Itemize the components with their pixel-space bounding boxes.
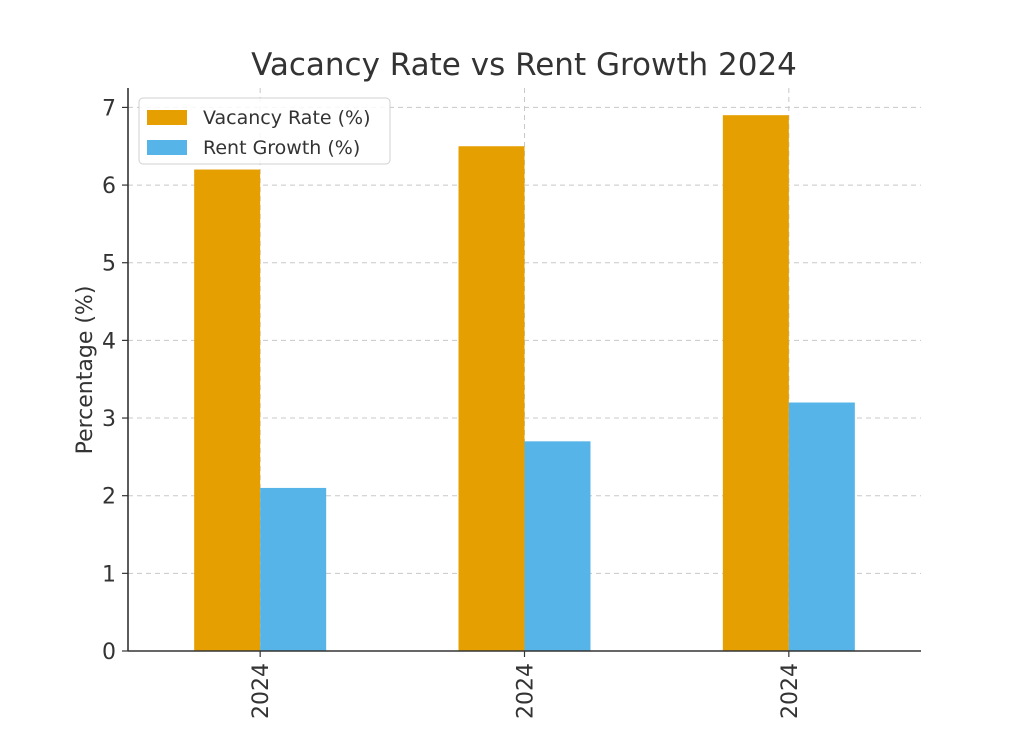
- chart-title: Vacancy Rate vs Rent Growth 2024: [251, 47, 797, 83]
- y-tick-label: 7: [102, 96, 116, 121]
- y-tick-label: 4: [102, 329, 116, 354]
- x-tick-label: 2024: [514, 663, 539, 719]
- y-tick-label: 1: [102, 562, 116, 587]
- y-tick-label: 5: [102, 252, 116, 277]
- legend-swatch-rent: [147, 140, 187, 155]
- legend: Vacancy Rate (%) Rent Growth (%): [138, 97, 391, 165]
- bars: [194, 115, 855, 651]
- vacancy-rate-bar: [722, 115, 789, 651]
- y-axis-label: Percentage (%): [73, 286, 98, 455]
- rent-growth-bar: [524, 441, 591, 651]
- x-tick-label: 2024: [778, 663, 803, 719]
- vacancy-rate-bar: [194, 169, 261, 651]
- y-tick-label: 0: [102, 640, 116, 665]
- x-tick-label: 2024: [249, 663, 274, 719]
- y-tick-label: 3: [102, 407, 116, 432]
- y-tick-label: 6: [102, 174, 116, 199]
- rent-growth-bar: [788, 402, 855, 651]
- legend-label-vacancy: Vacancy Rate (%): [203, 107, 371, 129]
- vacancy-rate-bar: [458, 146, 525, 651]
- tick-labels: 0 1 2 3 4 5 6 7 2024 2024 2024: [102, 96, 803, 719]
- y-tick-label: 2: [102, 485, 116, 510]
- legend-label-rent: Rent Growth (%): [203, 137, 360, 159]
- legend-box: [138, 97, 391, 165]
- legend-swatch-vacancy: [147, 110, 187, 125]
- rent-growth-bar: [260, 487, 327, 651]
